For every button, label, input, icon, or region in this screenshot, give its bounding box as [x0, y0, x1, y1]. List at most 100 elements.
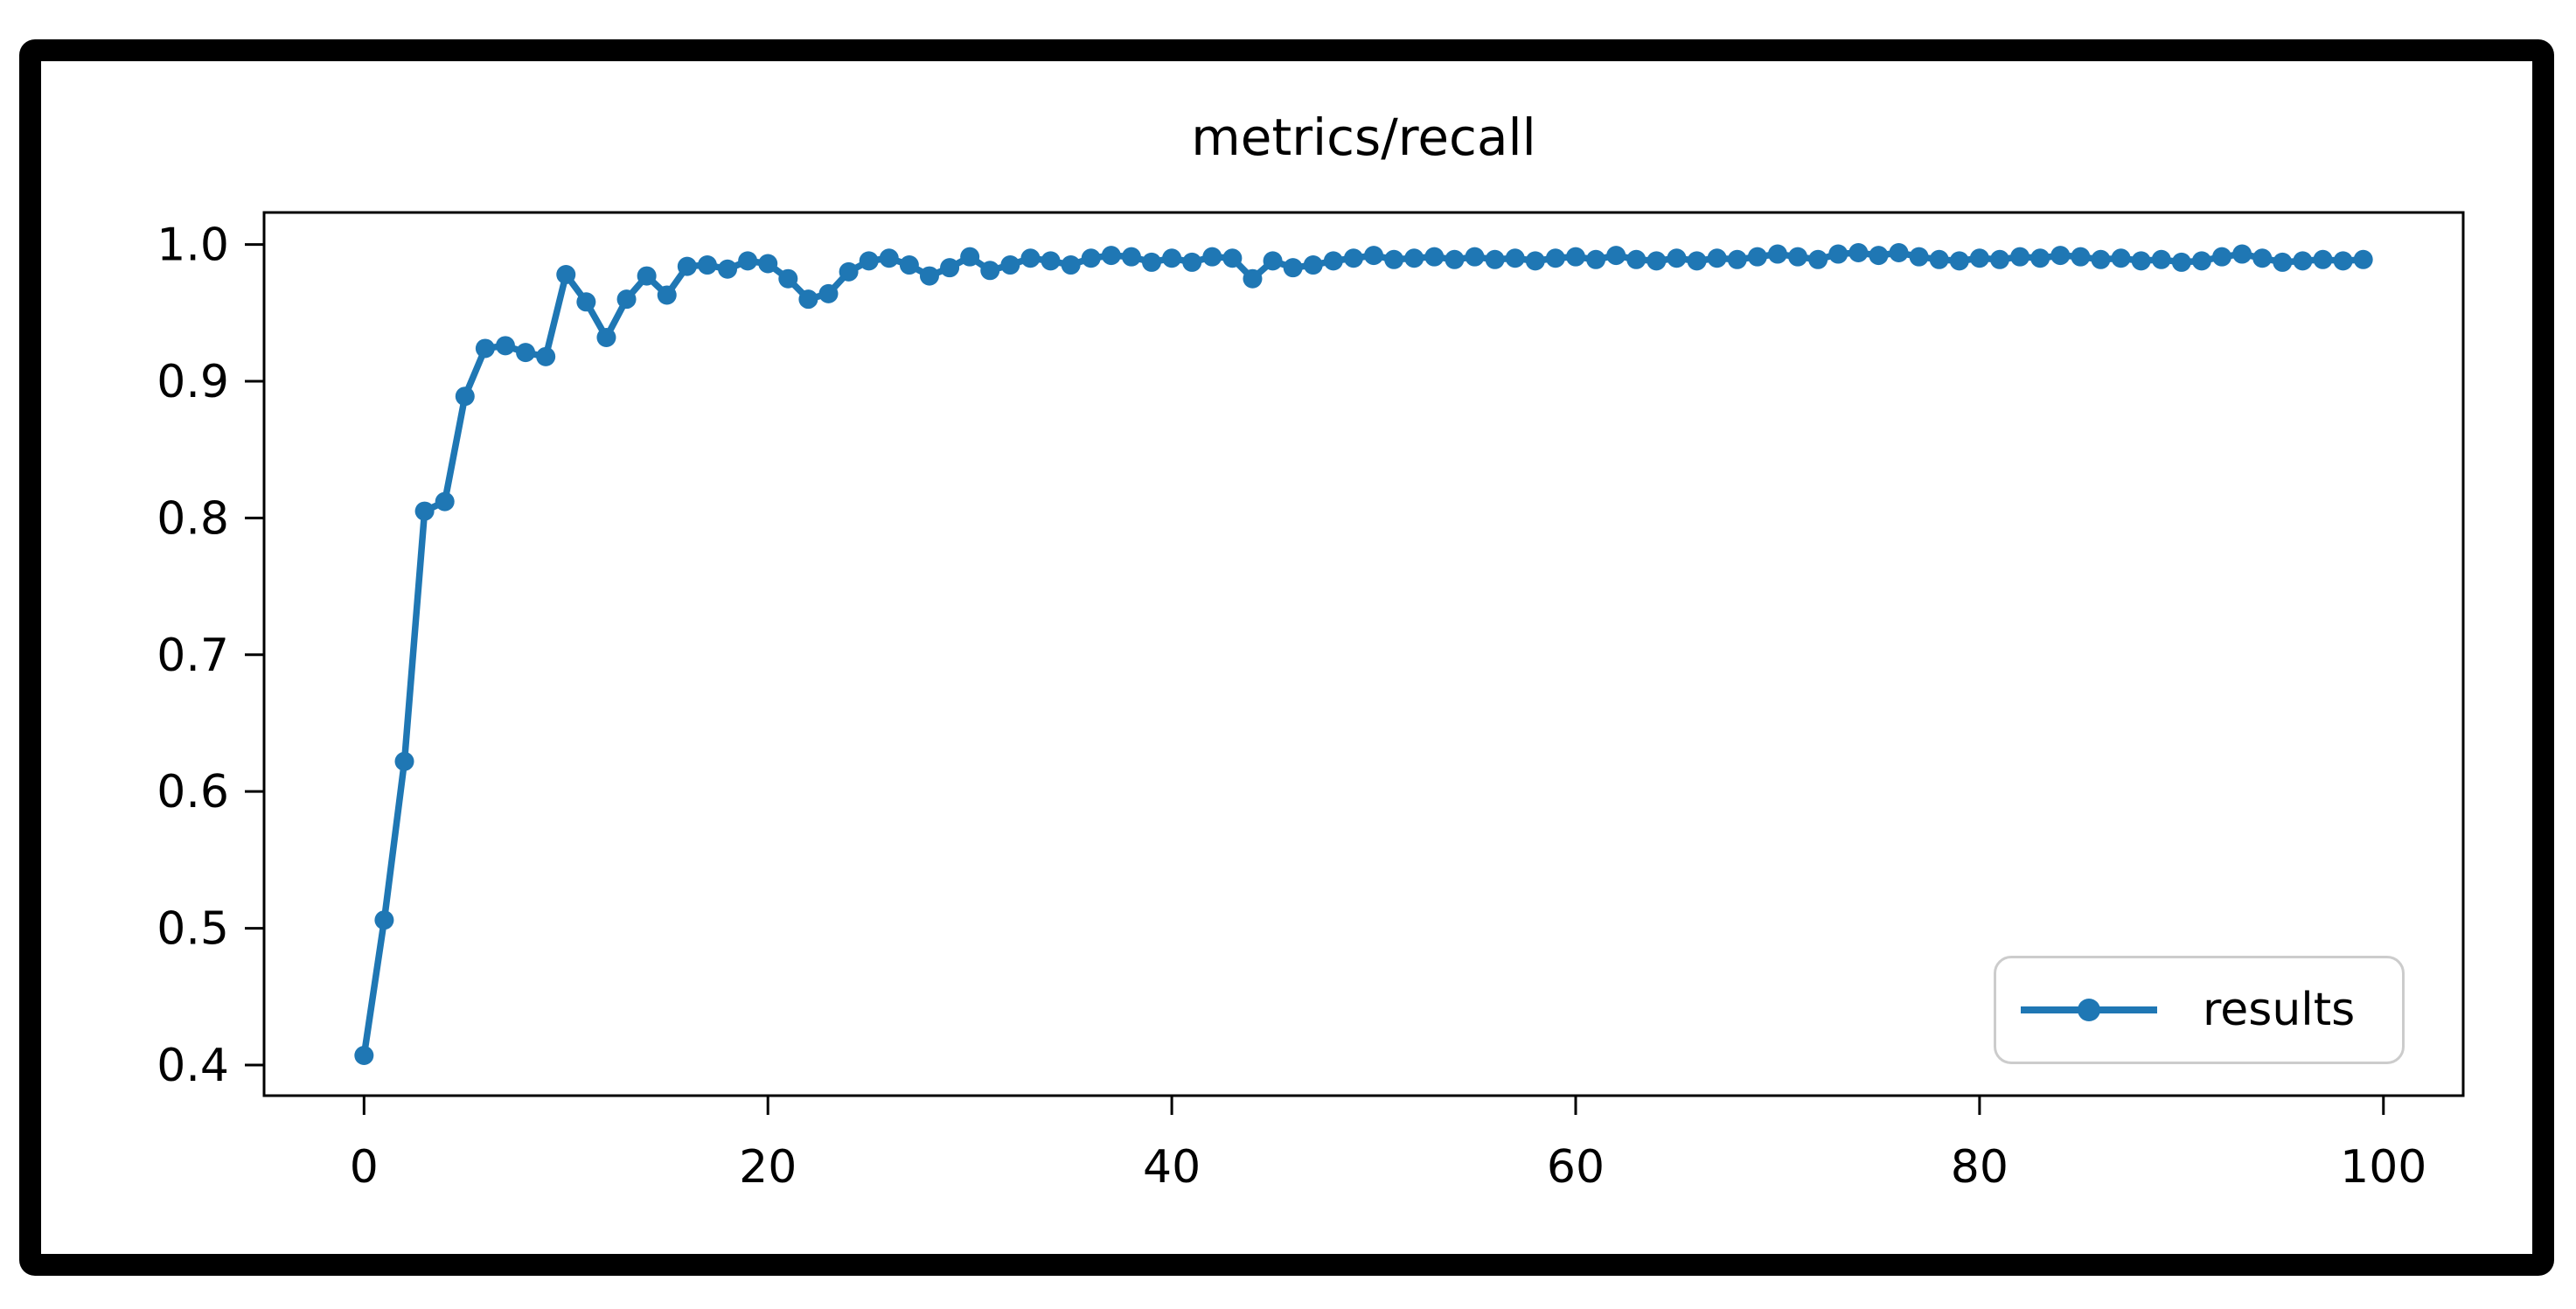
data-point-marker — [1889, 242, 1909, 262]
data-point-marker — [1848, 242, 1869, 262]
y-tick-label: 0.8 — [157, 492, 229, 545]
data-point-marker — [1828, 244, 1848, 264]
data-point-marker — [616, 289, 637, 310]
data-point-marker — [1101, 246, 1121, 266]
data-point-marker — [1445, 249, 1465, 269]
data-point-marker — [1243, 268, 1263, 289]
data-point-marker — [798, 289, 818, 310]
y-tick-label: 0.4 — [157, 1040, 229, 1092]
data-point-marker — [1788, 247, 1808, 267]
data-point-marker — [1707, 248, 1727, 268]
data-point-marker — [1061, 255, 1081, 275]
data-point-marker — [1647, 251, 1667, 271]
data-point-marker — [2010, 247, 2030, 267]
x-tick-label: 0 — [350, 1141, 379, 1194]
data-point-marker — [374, 910, 394, 930]
data-point-marker — [1626, 249, 1647, 269]
x-tick-label: 80 — [1951, 1141, 2009, 1194]
data-point-marker — [596, 327, 616, 347]
data-point-marker — [1202, 247, 1222, 267]
data-point-marker — [414, 501, 435, 521]
data-point-marker — [738, 251, 758, 271]
data-point-marker — [1142, 252, 1162, 272]
data-point-marker — [1263, 251, 1283, 271]
data-point-marker — [940, 258, 960, 278]
data-point-marker — [1364, 246, 1384, 266]
data-point-marker — [1687, 251, 1707, 271]
data-point-marker — [1606, 246, 1626, 266]
data-point-marker — [637, 266, 657, 286]
data-point-marker — [354, 1046, 374, 1066]
data-point-marker — [1222, 248, 1243, 268]
data-point-marker — [455, 386, 475, 407]
data-point-marker — [1565, 247, 1585, 267]
data-point-marker — [2151, 249, 2171, 269]
data-point-marker — [1384, 249, 1404, 269]
legend-line-marker-icon — [2021, 999, 2157, 1021]
x-tick-label: 20 — [739, 1141, 797, 1194]
data-point-marker — [1727, 249, 1747, 269]
data-point-marker — [516, 343, 536, 363]
data-point-marker — [2191, 251, 2211, 271]
data-point-marker — [818, 283, 839, 303]
y-axis: 0.4 0.5 0.6 0.7 0.8 0.9 1.0 — [157, 219, 264, 1092]
data-point-marker — [657, 285, 677, 305]
data-point-marker — [1283, 258, 1303, 278]
y-tick-label: 0.9 — [157, 356, 229, 408]
data-point-marker — [899, 255, 919, 275]
data-point-marker — [2050, 246, 2071, 266]
y-tick-label: 0.6 — [157, 766, 229, 818]
chart-title: metrics/recall — [1191, 108, 1536, 167]
data-point-marker — [1000, 255, 1020, 275]
data-point-marker — [1525, 251, 1545, 271]
legend: results — [1994, 956, 2405, 1064]
data-point-marker — [1081, 248, 1101, 268]
data-point-marker — [1121, 247, 1141, 267]
data-point-marker — [1667, 248, 1687, 268]
x-tick-label: 60 — [1547, 1141, 1605, 1194]
data-point-marker — [475, 338, 495, 359]
data-point-marker — [919, 266, 939, 286]
data-point-marker — [778, 268, 798, 289]
data-point-marker — [1505, 248, 1525, 268]
data-point-marker — [879, 248, 899, 268]
y-tick-label: 0.5 — [157, 903, 229, 956]
data-point-marker — [1949, 251, 1969, 271]
data-point-marker — [1465, 247, 1485, 267]
data-point-marker — [2293, 251, 2313, 271]
data-point-marker — [2252, 248, 2273, 268]
x-tick-label: 100 — [2340, 1141, 2426, 1194]
data-point-marker — [1545, 248, 1565, 268]
y-tick-label: 0.7 — [157, 630, 229, 682]
data-point-marker — [758, 254, 778, 274]
data-point-marker — [2353, 249, 2373, 269]
data-point-marker — [1869, 246, 1889, 266]
data-point-marker — [2071, 247, 2091, 267]
data-point-marker — [1404, 248, 1424, 268]
data-point-marker — [576, 292, 596, 312]
data-point-marker — [2273, 252, 2293, 272]
data-point-marker — [859, 251, 879, 271]
data-point-marker — [677, 256, 697, 276]
data-point-marker — [1020, 248, 1041, 268]
data-point-marker — [718, 259, 738, 279]
data-point-marker — [839, 261, 859, 282]
data-point-marker — [980, 261, 1000, 281]
data-point-marker — [2333, 251, 2353, 271]
data-point-marker — [1343, 248, 1363, 268]
data-point-marker — [1586, 249, 1606, 269]
data-point-marker — [1989, 249, 2009, 269]
series-results — [354, 242, 2373, 1066]
data-point-marker — [1162, 248, 1182, 268]
data-point-marker — [1182, 252, 1202, 272]
data-point-marker — [960, 247, 980, 267]
data-point-marker — [1767, 244, 1787, 264]
legend-label: results — [2203, 984, 2356, 1036]
data-point-marker — [1041, 251, 1061, 271]
data-point-marker — [1808, 249, 1828, 269]
data-point-marker — [1303, 255, 1323, 275]
data-point-marker — [2111, 248, 2131, 268]
data-point-marker — [435, 491, 455, 512]
data-point-marker — [2030, 248, 2050, 268]
